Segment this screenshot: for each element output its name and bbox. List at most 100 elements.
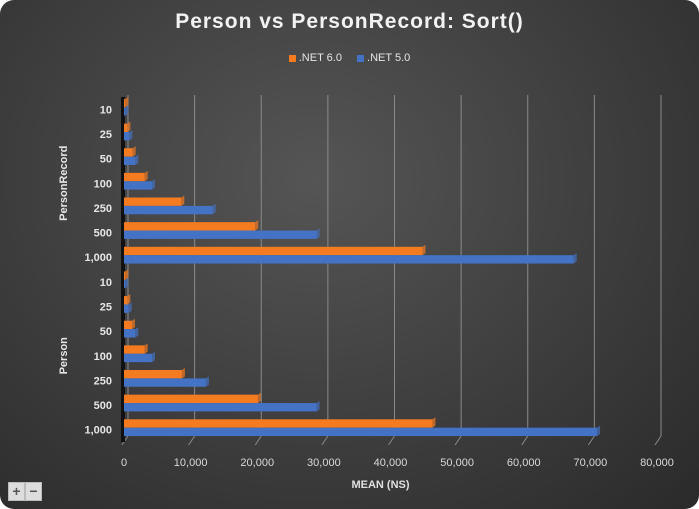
legend-item-net5: .NET 5.0 [357, 52, 410, 64]
y-tick-label: 1,000 [84, 252, 112, 264]
bar-net60 [124, 370, 182, 379]
tick-mark [454, 435, 462, 446]
bar-net60 [124, 172, 145, 182]
legend-label: .NET 6.0 [298, 52, 342, 64]
bar-net50 [124, 304, 129, 313]
x-tick-label: 20,000 [240, 457, 274, 469]
bar-side [128, 302, 132, 313]
bar-side [316, 228, 320, 239]
bar-net60 [124, 296, 128, 305]
bar-side [422, 244, 426, 256]
bar-side [597, 425, 601, 437]
bar-side [125, 277, 129, 289]
bar-net60 [124, 320, 132, 330]
bar-net60 [124, 123, 128, 132]
bar-side [129, 129, 133, 141]
tick-mark [388, 435, 395, 446]
tick-mark [321, 435, 329, 446]
x-tick-label: 30,000 [307, 457, 341, 469]
x-tick-label: 80,000 [640, 457, 674, 469]
bar-net50 [124, 329, 136, 338]
bar-net60 [124, 148, 133, 157]
bar-net50 [124, 353, 152, 363]
bar-net60 [124, 246, 423, 256]
bar-net60 [124, 271, 126, 280]
bar-net50 [124, 131, 130, 141]
bar-net50 [124, 279, 126, 289]
legend-swatch [357, 54, 365, 62]
bar-side [432, 417, 436, 428]
bar-side [127, 294, 131, 305]
group-label: PersonRecord [58, 146, 70, 221]
bar-net60 [124, 419, 433, 428]
y-tick-label: 250 [94, 375, 112, 387]
tick-mark [188, 435, 196, 446]
y-tick-label: 50 [100, 154, 112, 166]
zoom-out-button[interactable]: − [25, 482, 42, 501]
tick-mark [521, 435, 529, 446]
bar-side [131, 318, 135, 330]
bar-net60 [124, 222, 256, 231]
bar-side [144, 170, 148, 182]
x-tick-label: 60,000 [507, 457, 541, 469]
tick-mark [654, 435, 662, 446]
bar-side [151, 351, 155, 363]
zoom-controls: + − [8, 482, 42, 501]
x-tick-label: 50,000 [440, 457, 474, 469]
y-tick-label: 1,000 [84, 425, 112, 437]
y-tick-label: 10 [100, 104, 112, 116]
y-tick-label: 500 [94, 400, 112, 412]
bar-side [205, 376, 209, 387]
x-tick-label: 70,000 [574, 457, 608, 469]
bar-side [135, 154, 139, 165]
bar-net50 [124, 156, 136, 165]
x-tick-label: 40,000 [374, 457, 408, 469]
tick-mark [587, 435, 595, 446]
bar-net50 [124, 205, 213, 215]
legend: .NET 6.0 .NET 5.0 [0, 52, 699, 65]
bar-side [316, 401, 320, 412]
bar-net50 [124, 181, 152, 190]
bar-side [127, 121, 131, 132]
bar-side [125, 269, 129, 280]
bar-net50 [124, 378, 206, 387]
bar-net60 [124, 197, 182, 206]
x-tick-label: 0 [121, 457, 127, 469]
bar-side [255, 220, 259, 231]
y-tick-label: 250 [94, 203, 112, 215]
bar-net50 [124, 427, 598, 437]
y-axis-wall [121, 97, 125, 442]
bar-side [181, 368, 185, 379]
bar-net60 [124, 98, 126, 108]
legend-swatch [288, 54, 296, 62]
bar-net60 [124, 394, 258, 404]
group-label: Person [58, 337, 70, 375]
y-tick-label: 25 [100, 129, 112, 141]
x-axis-title: MEAN (NS) [351, 479, 409, 491]
x-tick-label: 10,000 [174, 457, 208, 469]
bar-side [212, 203, 216, 215]
tick-mark [254, 435, 262, 446]
y-tick-label: 500 [94, 228, 112, 240]
bar-side [144, 343, 148, 354]
bar-side [125, 96, 129, 108]
y-tick-label: 100 [94, 178, 112, 190]
legend-label: .NET 5.0 [367, 52, 411, 64]
bar-net60 [124, 345, 145, 354]
bar-net50 [124, 107, 126, 116]
y-tick-label: 10 [100, 277, 112, 289]
bar-side [125, 105, 129, 116]
zoom-in-button[interactable]: + [8, 482, 25, 501]
bar-side [573, 253, 577, 264]
y-tick-label: 50 [100, 326, 112, 338]
y-tick-label: 100 [94, 351, 112, 363]
bar-net50 [124, 403, 317, 412]
bar-net50 [124, 255, 574, 264]
bar-side [257, 392, 261, 404]
chart-title: Person vs PersonRecord: Sort() [175, 10, 524, 33]
bar-side [135, 327, 139, 338]
bar-side [151, 179, 155, 190]
bar-side [181, 195, 185, 206]
